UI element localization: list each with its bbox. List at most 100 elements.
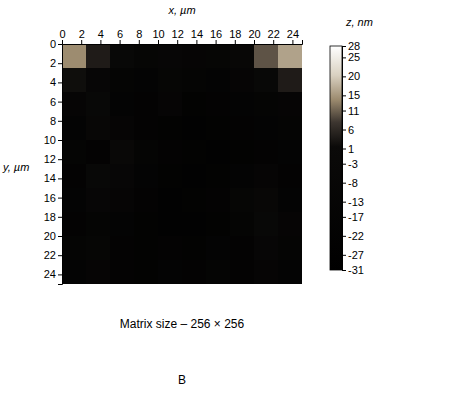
x-tick: 12 (172, 28, 184, 44)
y-tick-mark (58, 236, 62, 237)
cell (86, 236, 111, 261)
y-tick: 12 (44, 153, 62, 165)
cell (110, 68, 135, 93)
cell (182, 212, 207, 237)
colorbar-tick: 11 (342, 105, 359, 117)
colorbar-tick: 1 (342, 143, 354, 155)
colorbar-tick-mark (342, 255, 346, 256)
y-tick-label: 20 (44, 230, 56, 242)
colorbar-tick-mark (342, 95, 346, 96)
cell (86, 212, 111, 237)
cell (86, 260, 111, 284)
x-tick: 2 (79, 28, 85, 44)
cell (62, 116, 87, 141)
cell (158, 68, 183, 93)
y-tick-label: 14 (44, 172, 56, 184)
x-tick: 4 (98, 28, 104, 44)
x-tick-mark (100, 40, 101, 44)
y-tick-label: 18 (44, 211, 56, 223)
x-tick-label: 10 (152, 28, 164, 40)
colorbar-tick-label: 6 (348, 124, 354, 136)
x-tick: 20 (248, 28, 260, 44)
y-tick-mark (58, 121, 62, 122)
x-tick-label: 6 (117, 28, 123, 40)
y-tick-mark (58, 63, 62, 64)
x-axis-line (63, 40, 303, 45)
colorbar-tick-mark (342, 270, 346, 271)
cell (158, 44, 183, 69)
cell (230, 236, 255, 261)
cell (182, 68, 207, 93)
x-tick-label: 12 (172, 28, 184, 40)
cell (158, 188, 183, 213)
x-tick-mark (81, 40, 82, 44)
colorbar-axis-line (343, 47, 347, 271)
colorbar-tick-label: 1 (348, 143, 354, 155)
y-tick: 14 (44, 172, 62, 184)
x-tick-label: 20 (248, 28, 260, 40)
chart: 0246810121416182022240246810121416182022… (0, 0, 461, 410)
x-tick-label: 2 (79, 28, 85, 40)
colorbar-tick-label: -31 (348, 264, 364, 276)
cell (206, 260, 231, 284)
cell (62, 212, 87, 237)
x-tick-label: 24 (287, 28, 299, 40)
cell (230, 92, 255, 117)
y-tick-label: 10 (44, 134, 56, 146)
x-tick: 14 (191, 28, 203, 44)
cell (134, 68, 159, 93)
colorbar-tick-label: -27 (348, 249, 364, 261)
x-tick-label: 14 (191, 28, 203, 40)
cell (278, 140, 302, 165)
cell (134, 92, 159, 117)
cell (62, 44, 87, 69)
cell (254, 188, 279, 213)
colorbar-tick-label: -3 (348, 158, 358, 170)
cell (158, 260, 183, 284)
x-tick: 10 (152, 28, 164, 44)
subtitle: Matrix size – 256 × 256 (120, 317, 245, 331)
x-tick: 6 (117, 28, 123, 44)
cell (86, 188, 111, 213)
cell (254, 236, 279, 261)
colorbar-tick-mark (342, 217, 346, 218)
cell (206, 68, 231, 93)
y-tick-mark (58, 82, 62, 83)
cell (134, 236, 159, 261)
y-tick: 22 (44, 249, 62, 261)
y-tick-mark (58, 217, 62, 218)
cell (62, 140, 87, 165)
x-axis-title: x, µm (167, 4, 195, 16)
cell (278, 260, 302, 284)
y-tick: 16 (44, 192, 62, 204)
x-tick: 24 (287, 28, 299, 44)
y-axis-line (58, 45, 63, 285)
cell (62, 164, 87, 189)
x-tick-mark (196, 40, 197, 44)
x-tick-label: 16 (210, 28, 222, 40)
cell (230, 68, 255, 93)
cell (254, 116, 279, 141)
colorbar-tick: -13 (342, 196, 364, 208)
y-tick: 8 (50, 115, 62, 127)
cell (230, 212, 255, 237)
cell (134, 212, 159, 237)
y-tick-label: 8 (50, 115, 56, 127)
colorbar-tick-label: -22 (348, 230, 364, 242)
colorbar-tick-label: 15 (348, 89, 360, 101)
cell (206, 116, 231, 141)
cell (86, 140, 111, 165)
y-tick-label: 2 (50, 57, 56, 69)
x-tick-label: 4 (98, 28, 104, 40)
y-tick: 24 (44, 268, 62, 280)
cell (110, 236, 135, 261)
cell (110, 92, 135, 117)
cell (110, 44, 135, 69)
y-tick-mark (58, 140, 62, 141)
x-tick: 16 (210, 28, 222, 44)
colorbar-tick: -3 (342, 158, 358, 170)
cell (62, 92, 87, 117)
y-tick-mark (58, 255, 62, 256)
x-tick-label: 8 (136, 28, 142, 40)
y-tick: 4 (50, 76, 62, 88)
